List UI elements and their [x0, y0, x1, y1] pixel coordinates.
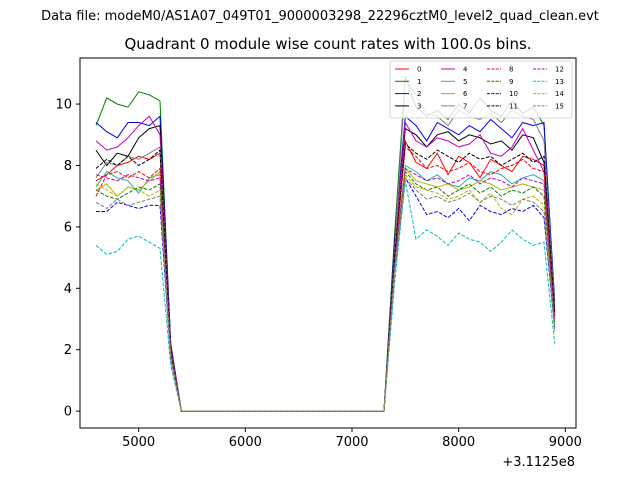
y-tick-label: 10: [55, 98, 72, 113]
y-tick-label: 0: [64, 405, 72, 420]
series-line-15: [95, 176, 556, 412]
legend-label-8: 8: [509, 66, 513, 74]
legend-label-13: 13: [555, 78, 564, 86]
legend-label-1: 1: [417, 78, 421, 86]
legend-label-3: 3: [417, 102, 421, 110]
legend-label-2: 2: [417, 90, 421, 98]
chart-title: Quadrant 0 module wise count rates with …: [124, 35, 531, 53]
y-tick-label: 4: [64, 282, 72, 297]
x-offset-label: +3.1125e8: [502, 455, 575, 470]
y-axis: 0 2 4 6 8 10: [55, 98, 80, 420]
series-line-9: [95, 170, 556, 412]
legend-label-5: 5: [463, 78, 467, 86]
x-axis: 5000 6000 7000 8000 9000: [122, 428, 582, 450]
suptitle: Data file: modeM0/AS1A07_049T01_90000032…: [41, 9, 599, 24]
axes-frame: [79, 57, 577, 429]
legend-box: [389, 60, 573, 119]
x-tick-label: 9000: [549, 435, 582, 450]
legend-label-9: 9: [509, 78, 513, 86]
x-tick-label: 5000: [122, 435, 155, 450]
y-tick-label: 8: [64, 159, 72, 174]
x-tick-label: 7000: [335, 435, 368, 450]
legend-label-4: 4: [463, 66, 468, 74]
series-lines: [95, 76, 556, 412]
legend-label-14: 14: [555, 90, 564, 98]
x-tick-label: 6000: [229, 435, 262, 450]
legend-label-15: 15: [555, 102, 564, 110]
legend-label-10: 10: [509, 90, 518, 98]
series-line-11: [95, 142, 556, 412]
series-line-13: [95, 180, 556, 412]
legend-label-6: 6: [463, 90, 468, 98]
legend-label-11: 11: [509, 102, 518, 110]
legend-label-7: 7: [463, 102, 467, 110]
legend-label-12: 12: [555, 66, 564, 74]
legend-label-0: 0: [417, 66, 421, 74]
y-tick-label: 6: [64, 220, 72, 235]
x-tick-label: 8000: [442, 435, 475, 450]
y-tick-label: 2: [64, 343, 72, 358]
